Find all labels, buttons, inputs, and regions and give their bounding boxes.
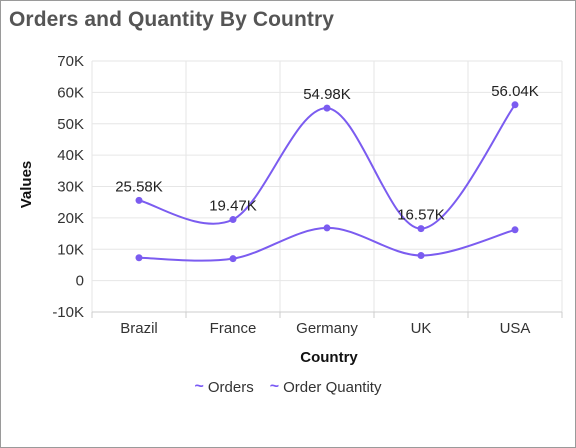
y-tick-label: 20K [57,210,84,227]
data-label-orders: 19.47K [209,198,257,215]
series-line-orders [138,104,516,230]
x-tick-label: France [210,320,257,337]
data-label-orders: 54.98K [303,86,351,103]
x-tick-label: UK [411,320,432,337]
data-label-orders: 25.58K [115,178,163,195]
series-line-icon: ~ [269,378,280,395]
legend: ~ Orders ~ Order Quantity [0,378,576,396]
legend-label-orders: Orders [207,378,254,396]
data-point-orders[interactable] [229,216,237,224]
legend-item-order-quantity[interactable]: ~ Order Quantity [270,378,382,396]
data-point-orders[interactable] [323,104,331,112]
data-point-order-quantity[interactable] [417,252,425,260]
legend-label-order-quantity: Order Quantity [283,378,382,396]
x-tick-label: USA [500,320,531,337]
data-point-order-quantity[interactable] [511,226,519,234]
data-label-orders: 56.04K [491,83,539,100]
y-tick-label: 10K [57,241,84,258]
data-point-orders[interactable] [511,101,519,109]
legend-item-orders[interactable]: ~ Orders [195,378,254,396]
data-point-orders[interactable] [135,196,143,204]
data-point-orders[interactable] [417,225,425,233]
data-point-order-quantity[interactable] [323,224,331,232]
y-tick-label: -10K [52,304,84,321]
y-tick-label: 60K [57,84,84,101]
series-line-icon: ~ [194,378,204,395]
series-line-order-quantity [138,226,516,262]
y-tick-label: 70K [57,53,84,70]
y-tick-label: 30K [57,179,84,196]
y-tick-label: 0 [76,273,84,290]
x-tick-label: Brazil [120,320,158,337]
data-point-order-quantity[interactable] [229,255,237,263]
data-point-order-quantity[interactable] [135,254,143,262]
y-tick-label: 50K [57,116,84,133]
data-label-orders: 16.57K [397,207,445,224]
x-axis-title: Country [300,349,358,366]
y-axis-title: Values [18,161,35,209]
y-tick-label: 40K [57,147,84,164]
x-tick-label: Germany [296,320,358,337]
chart-title: Orders and Quantity By Country [9,8,335,31]
